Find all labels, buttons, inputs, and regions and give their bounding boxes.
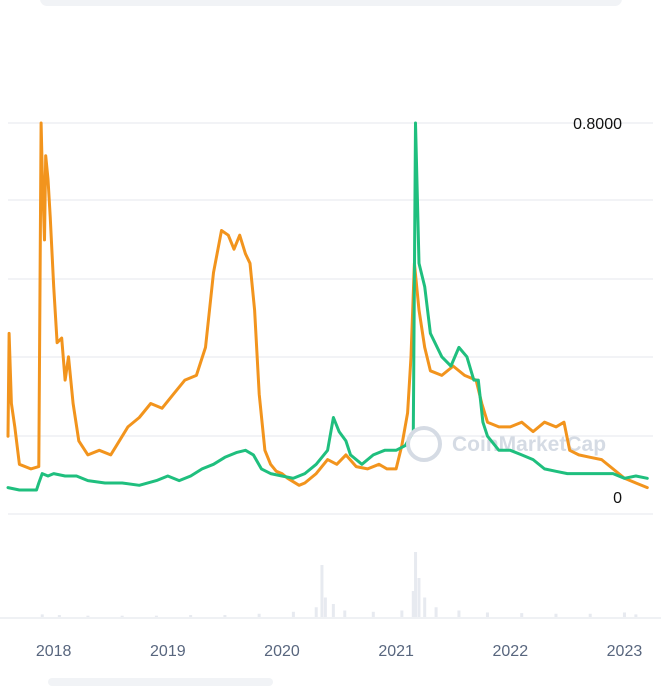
volume-bar bbox=[400, 610, 404, 617]
y-tick-label: 0.8000 bbox=[573, 116, 622, 133]
volume-bar bbox=[223, 615, 227, 617]
volume-bar bbox=[320, 565, 324, 617]
volume-bar bbox=[154, 615, 158, 617]
volume-bar bbox=[120, 615, 124, 617]
watermark-logo-icon bbox=[406, 426, 442, 462]
y-axis-labels: 0.8000 0 bbox=[573, 116, 622, 507]
volume-bar bbox=[554, 613, 558, 617]
volume-bar bbox=[343, 610, 347, 617]
x-tick-label: 2018 bbox=[36, 643, 72, 660]
x-tick-label: 2022 bbox=[493, 643, 529, 660]
price-lines bbox=[6, 121, 649, 492]
volume-bar bbox=[189, 615, 193, 617]
volume-bar bbox=[57, 615, 61, 617]
volume-bar bbox=[257, 613, 261, 617]
volume-bars bbox=[40, 552, 638, 617]
volume-bar bbox=[434, 607, 438, 617]
volume-bar bbox=[520, 613, 524, 617]
watermark: CoinMarketCap bbox=[452, 433, 606, 456]
bottom-control-strip bbox=[48, 678, 273, 686]
volume-bar bbox=[414, 552, 418, 617]
x-axis-labels: 2018 2019 2020 2021 2022 2023 bbox=[36, 643, 642, 660]
volume-bar bbox=[371, 611, 375, 617]
top-control-strip bbox=[40, 0, 622, 6]
volume-bar bbox=[314, 607, 318, 617]
volume-bar bbox=[588, 613, 592, 617]
volume-bar bbox=[291, 611, 295, 617]
volume-bar bbox=[457, 610, 461, 617]
volume-bar bbox=[634, 614, 638, 617]
volume-bar bbox=[423, 597, 427, 617]
x-tick-label: 2023 bbox=[607, 643, 643, 660]
y-tick-label: 0 bbox=[613, 490, 622, 507]
volume-bar bbox=[417, 578, 421, 617]
volume-bar bbox=[331, 604, 335, 617]
volume-bar bbox=[622, 612, 626, 617]
series-line-1 bbox=[6, 121, 649, 490]
series-line-2 bbox=[6, 121, 649, 492]
volume-bar bbox=[411, 591, 415, 617]
volume-bar bbox=[86, 615, 90, 617]
volume-bar bbox=[485, 612, 489, 617]
volume-bar bbox=[323, 597, 327, 617]
x-tick-label: 2021 bbox=[378, 643, 414, 660]
x-tick-label: 2020 bbox=[264, 643, 300, 660]
chart-grid bbox=[0, 122, 661, 619]
volume-bar bbox=[40, 614, 44, 617]
x-tick-label: 2019 bbox=[150, 643, 186, 660]
